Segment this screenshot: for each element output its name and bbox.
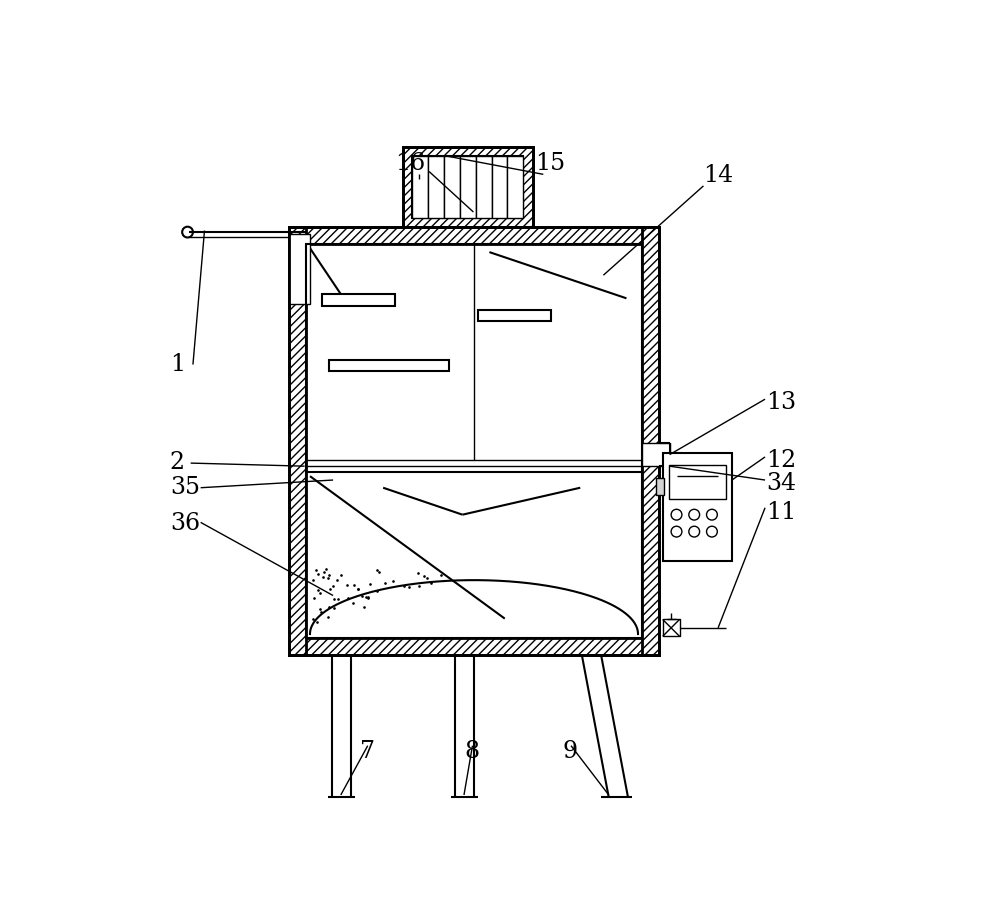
Text: 2: 2 xyxy=(170,451,185,474)
Bar xyxy=(289,227,306,655)
Bar xyxy=(306,244,642,638)
Bar xyxy=(306,472,642,638)
Bar xyxy=(444,156,460,218)
Bar xyxy=(289,227,659,244)
Bar xyxy=(289,234,310,304)
Text: 35: 35 xyxy=(170,476,200,499)
Bar xyxy=(403,147,533,227)
Bar xyxy=(428,156,444,218)
Text: 11: 11 xyxy=(767,501,797,523)
Text: 34: 34 xyxy=(767,472,797,495)
Bar xyxy=(642,443,670,466)
Text: 16: 16 xyxy=(395,152,426,176)
Bar xyxy=(412,156,523,218)
Bar xyxy=(492,156,507,218)
Bar xyxy=(289,227,659,655)
Bar xyxy=(403,147,533,227)
Bar xyxy=(329,359,449,371)
Bar xyxy=(669,465,726,499)
Bar xyxy=(322,295,395,306)
Text: 7: 7 xyxy=(360,740,375,763)
Text: 12: 12 xyxy=(767,449,797,472)
Bar xyxy=(656,478,664,496)
Text: 8: 8 xyxy=(465,740,480,763)
Bar xyxy=(289,638,659,655)
Bar xyxy=(642,443,670,466)
Text: 36: 36 xyxy=(170,512,200,535)
Text: 14: 14 xyxy=(703,164,734,187)
Bar xyxy=(476,156,492,218)
Text: 9: 9 xyxy=(563,740,578,763)
Bar xyxy=(460,156,476,218)
Bar xyxy=(478,310,551,322)
Text: 1: 1 xyxy=(170,352,185,376)
Bar xyxy=(306,244,642,638)
Text: 13: 13 xyxy=(767,391,797,414)
Bar xyxy=(663,619,680,636)
Bar xyxy=(412,156,428,218)
Bar xyxy=(507,156,523,218)
Bar xyxy=(642,227,659,655)
Text: 15: 15 xyxy=(536,152,566,176)
Bar xyxy=(663,453,732,561)
